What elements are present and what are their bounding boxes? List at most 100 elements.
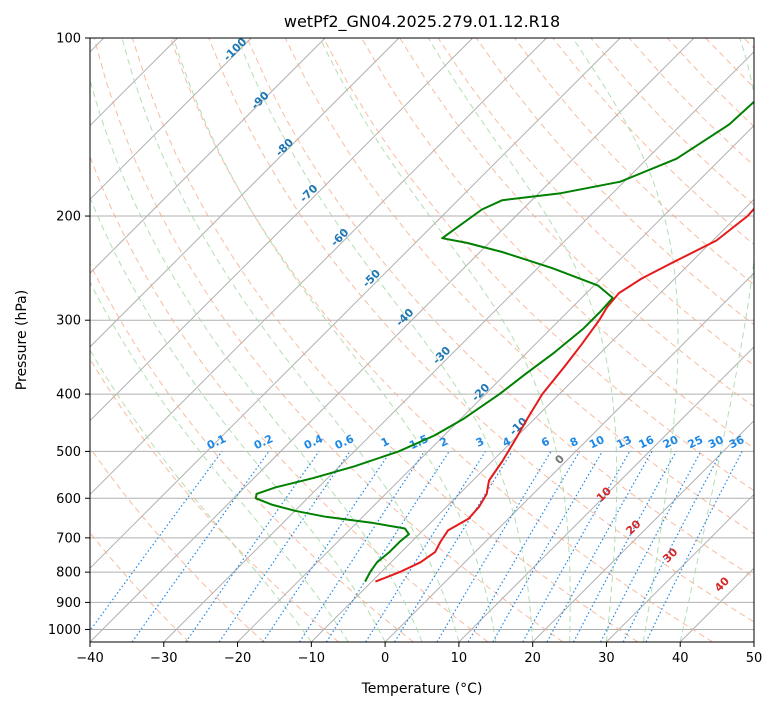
isotherm-gridline [90, 38, 695, 642]
moist-adiabat-line [90, 280, 349, 642]
isotherm-gridline [90, 38, 326, 274]
dry-adiabat-label: 0 [552, 452, 567, 467]
y-tick-label: 900 [56, 596, 81, 611]
dry-adiabat-line [131, 38, 639, 642]
dry-adiabat-line [705, 38, 754, 88]
moist-adiabat-line [90, 196, 386, 642]
dry-adiabat-line [628, 38, 754, 167]
temperature-profile-line [375, 207, 754, 583]
mixing-ratio-line [436, 451, 552, 642]
isotherm-gridline [458, 346, 754, 642]
y-tick-label: 700 [56, 531, 81, 546]
dry-adiabat-line [284, 38, 754, 535]
moist-adiabat-label: -80 [273, 136, 296, 159]
mixing-ratio-line [546, 451, 653, 642]
moist-adiabat-label: -60 [328, 226, 351, 249]
mixing-ratio-label: 25 [686, 433, 705, 451]
moist-adiabat-line [90, 349, 312, 642]
dry-adiabat-line [437, 38, 754, 367]
moist-adiabat-line [572, 38, 679, 642]
mixing-ratio-line [299, 451, 425, 642]
mixing-ratio-label: 0.4 [302, 432, 325, 452]
dry-adiabat-line [246, 38, 754, 578]
y-tick-label: 200 [56, 210, 81, 225]
mixing-ratio-line [325, 451, 450, 642]
isotherm-gridline [606, 493, 754, 642]
y-tick-label: 300 [56, 314, 81, 329]
mixing-ratio-label: 36 [727, 433, 747, 451]
dry-adiabat-line [93, 38, 564, 642]
mixing-ratio-line [218, 451, 351, 642]
x-tick-label: 0 [381, 651, 389, 666]
x-tick-label: 30 [598, 651, 615, 666]
mixing-ratio-label: 10 [587, 433, 607, 451]
mixing-ratio-label: 8 [568, 435, 580, 450]
x-tick-label: −30 [150, 651, 177, 666]
mixing-ratio-line [600, 451, 702, 642]
mixing-ratio-label: 20 [661, 433, 681, 451]
isotherm-gridline [532, 419, 754, 642]
dry-adiabat-label: 10 [594, 484, 614, 504]
mixing-ratio-line [262, 451, 392, 642]
moist-adiabat-line [121, 38, 460, 642]
mixing-ratio-label: 30 [706, 433, 726, 451]
moist-adiabat-label: -50 [360, 267, 383, 290]
dry-adiabat-line [590, 38, 754, 206]
axes: −40 −30 −20 −10 0 10 20 30 40 5010020030040050060… [48, 32, 762, 667]
plot-area: 0.1 0.2 0.4 0.6 1 1.5 2 3 4 6 8 10 13 16 20 25 30 3601020… [90, 38, 754, 642]
mixing-ratio-line [185, 451, 320, 642]
mixing-ratio-line [394, 451, 513, 642]
mixing-ratio-line [622, 451, 722, 642]
dry-adiabat-label: 40 [712, 574, 732, 594]
mixing-ratio-label: 2 [437, 435, 449, 450]
x-tick-label: −10 [298, 651, 325, 666]
dry-adiabat-line [90, 155, 489, 642]
mixing-ratio-line [90, 451, 223, 632]
dry-adiabat-line [90, 446, 265, 642]
isotherm-gridline [679, 567, 754, 642]
isotherm-gridline [310, 198, 754, 642]
y-tick-label: 500 [56, 445, 81, 460]
dry-adiabat-line [90, 262, 414, 642]
mixing-ratio-label: 0.6 [333, 432, 356, 452]
dry-adiabat-line [170, 38, 713, 642]
mixing-ratio-line [365, 451, 486, 642]
isotherm-gridline [90, 38, 252, 201]
x-tick-label: 40 [672, 651, 689, 666]
moist-adiabat-label: -70 [297, 182, 320, 205]
x-axis-title: Temperature (°C) [361, 681, 483, 697]
y-axis-title: Pressure (hPa) [14, 290, 30, 390]
moist-adiabat-line [319, 38, 571, 642]
dry-adiabat-line [322, 38, 754, 492]
x-tick-label: 20 [524, 651, 541, 666]
dewpoint-profile-line [254, 100, 754, 583]
mixing-ratio-label: 1 [379, 435, 391, 450]
dry-adiabat-line [475, 38, 754, 326]
y-tick-label: 800 [56, 566, 81, 581]
chart-title: wetPf2_GN04.2025.279.01.12.R18 [284, 12, 560, 32]
y-tick-label: 400 [56, 388, 81, 403]
isotherm-gridline [237, 124, 754, 642]
x-tick-label: 10 [451, 651, 468, 666]
y-tick-label: 600 [56, 492, 81, 507]
dry-adiabat-line [208, 38, 754, 623]
isotherm-gridline [90, 38, 547, 496]
isotherm-gridline [90, 38, 621, 569]
mixing-ratio-line [131, 451, 270, 642]
isotherm-gridline [90, 38, 400, 348]
x-tick-label: −20 [224, 651, 251, 666]
x-tick-label: −40 [76, 651, 103, 666]
mixing-ratio-label: 13 [615, 433, 634, 451]
dry-adiabat-line [743, 38, 754, 49]
mixing-ratio-line [572, 451, 677, 642]
isotherm-gridline [90, 38, 474, 422]
moist-adiabat-line [173, 38, 497, 642]
moist-adiabat-line [90, 77, 423, 642]
moist-adiabat-line [679, 38, 754, 642]
mixing-ratio-line [522, 451, 631, 642]
dry-adiabat-line [514, 38, 754, 286]
dry-adiabat-line [90, 358, 339, 642]
moist-adiabat-label: -30 [430, 344, 453, 367]
x-tick-label: 50 [746, 651, 763, 666]
